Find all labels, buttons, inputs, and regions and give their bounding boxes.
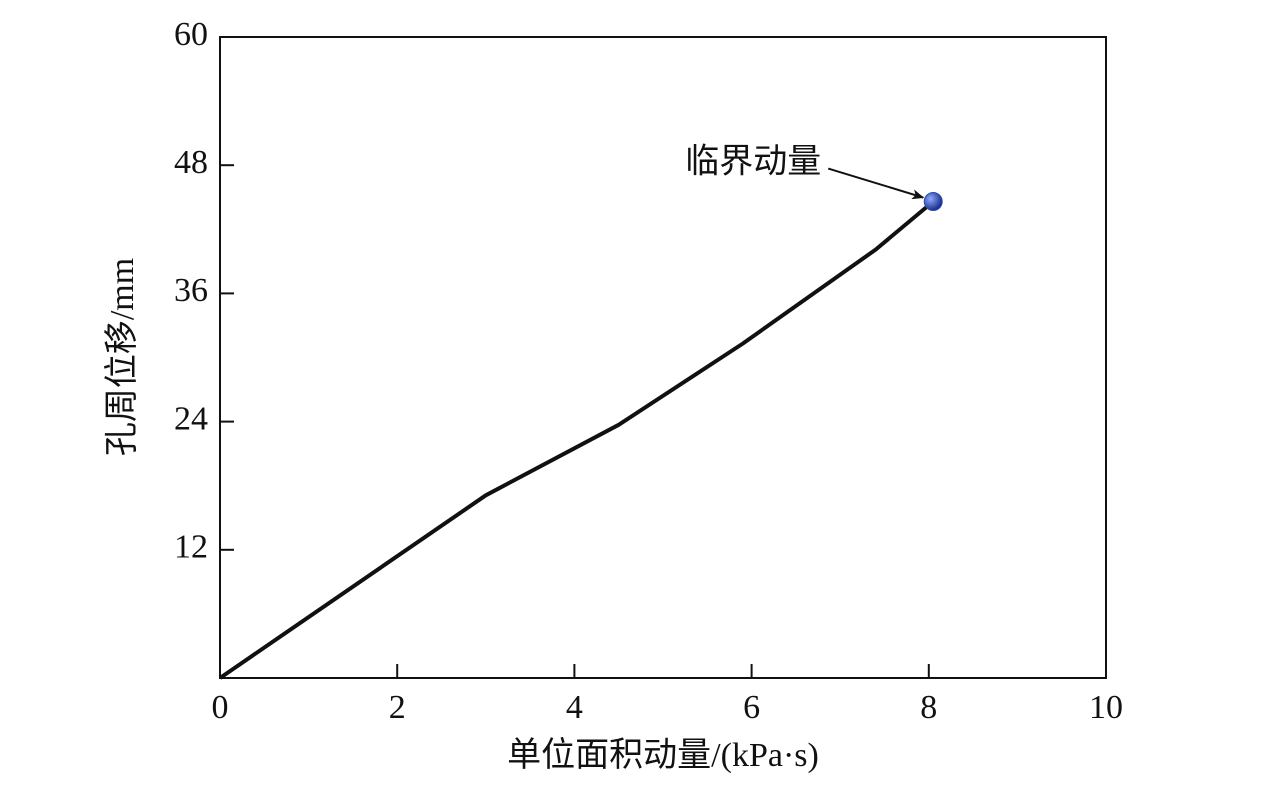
data-line [218,199,935,680]
annotation: 临界动量 [685,142,821,180]
x-tick-label: 10 [1089,689,1123,726]
y-tick-label: 36 [174,272,208,309]
y-tick-label: 12 [174,529,208,566]
y-tick-label: 48 [174,144,208,181]
x-tick-label: 4 [566,689,583,726]
plot-frame [219,36,1107,679]
y-tick-label: 24 [174,400,208,437]
x-tick-label: 0 [212,689,229,726]
y-axis-label: 孔周位移/mm [103,258,141,456]
annotation-arrow [827,167,925,200]
x-tick-label: 6 [743,689,760,726]
x-axis-label: 单位面积动量/(kPa·s) [507,736,819,774]
x-tick-label: 2 [389,689,406,726]
critical-point [923,192,943,212]
y-tick-label: 60 [174,16,208,53]
x-tick-label: 8 [920,689,937,726]
